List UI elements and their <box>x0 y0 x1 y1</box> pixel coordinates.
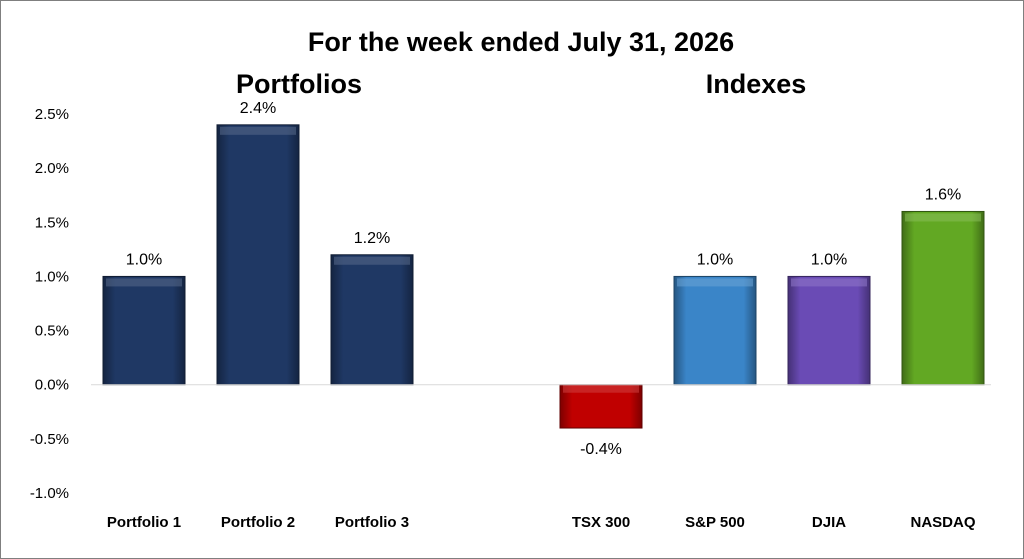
bar <box>559 384 643 429</box>
chart-title: For the week ended July 31, 2026 <box>308 27 734 57</box>
category-axis: Portfolio 1 Portfolio 2 Portfolio 3 TSX 300… <box>107 514 976 531</box>
y-tick-label: 0.5% <box>35 323 69 340</box>
category-label: S&P 500 <box>685 514 745 531</box>
category-label: TSX 300 <box>572 514 630 531</box>
category-label: Portfolio 2 <box>221 514 295 531</box>
data-label: 1.6% <box>925 186 961 203</box>
bar-highlight <box>905 213 981 222</box>
bar <box>102 275 186 386</box>
y-tick-label: 2.5% <box>35 106 69 123</box>
bar <box>330 254 414 386</box>
bar-highlight <box>791 278 867 287</box>
category-label: DJIA <box>812 514 846 531</box>
bar-body <box>673 275 757 386</box>
bar <box>673 275 757 386</box>
bar-highlight <box>677 278 753 287</box>
category-label: Portfolio 1 <box>107 514 181 531</box>
data-label: 2.4% <box>240 100 276 117</box>
bar-highlight <box>563 384 639 393</box>
category-label: NASDAQ <box>910 514 975 531</box>
y-tick-label: 2.0% <box>35 160 69 177</box>
y-axis: 2.5% 2.0% 1.5% 1.0% 0.5% 0.0% -0.5% -1.0% <box>30 106 69 502</box>
bar <box>216 124 300 386</box>
y-tick-label: -0.5% <box>30 431 69 448</box>
group-label-indexes: Indexes <box>706 69 807 99</box>
y-tick-label: 1.5% <box>35 214 69 231</box>
bar-highlight <box>334 256 410 265</box>
bar-body <box>901 210 985 386</box>
data-label: 1.2% <box>354 230 390 247</box>
group-label-portfolios: Portfolios <box>236 69 362 99</box>
data-labels: 1.0% 2.4% 1.2% -0.4% 1.0% 1.0% 1.6% <box>126 100 961 458</box>
data-label: 1.0% <box>697 251 733 268</box>
bar-highlight <box>220 126 296 135</box>
bar-highlight <box>106 278 182 287</box>
bar-body <box>102 275 186 386</box>
y-tick-label: -1.0% <box>30 485 69 502</box>
y-tick-label: 1.0% <box>35 268 69 285</box>
data-label: 1.0% <box>126 251 162 268</box>
bar-body <box>216 124 300 386</box>
data-label: 1.0% <box>811 251 847 268</box>
bar-series <box>102 124 985 429</box>
bar <box>787 275 871 386</box>
bar-body <box>787 275 871 386</box>
data-label: -0.4% <box>580 441 622 458</box>
category-label: Portfolio 3 <box>335 514 409 531</box>
bar-body <box>330 254 414 386</box>
bar <box>901 210 985 386</box>
y-tick-label: 0.0% <box>35 377 69 394</box>
